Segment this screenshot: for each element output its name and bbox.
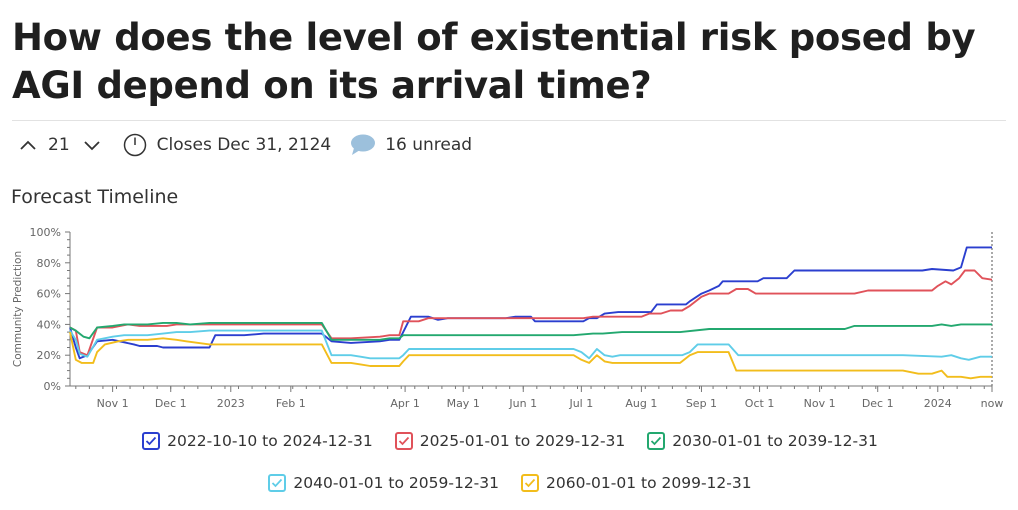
- legend-item-3[interactable]: 2030-01-01 to 2039-12-31: [647, 428, 878, 454]
- legend-checkbox-icon[interactable]: [647, 432, 666, 450]
- legend-label: 2022-10-10 to 2024-12-31: [167, 432, 373, 450]
- x-tick-label: Nov 1: [97, 397, 129, 410]
- x-tick-label: Feb 1: [276, 397, 306, 410]
- y-tick-label: 80%: [37, 257, 61, 270]
- question-meta-row: 21 Closes Dec 31, 2124 16 unread: [16, 128, 472, 162]
- x-tick-label: 2024: [924, 397, 952, 410]
- x-tick-label: Oct 1: [745, 397, 775, 410]
- legend-checkbox-icon[interactable]: [521, 474, 539, 492]
- divider: [12, 120, 1006, 121]
- y-tick-label: 0%: [44, 380, 61, 393]
- x-tick-label: Aug 1: [625, 397, 657, 410]
- legend-checkbox-icon[interactable]: [268, 474, 287, 492]
- comments-count: 16 unread: [385, 135, 473, 155]
- x-tick-label: Dec 1: [155, 397, 187, 410]
- x-tick-label: Apr 1: [390, 397, 420, 410]
- comments-link[interactable]: 16 unread: [349, 133, 472, 157]
- vote-count: 21: [48, 135, 70, 155]
- forecast-timeline-heading: Forecast Timeline: [11, 186, 179, 208]
- legend-label: 2030-01-01 to 2039-12-31: [672, 432, 878, 450]
- legend-item-1[interactable]: 2022-10-10 to 2024-12-31: [142, 428, 373, 454]
- legend-label: 2025-01-01 to 2029-12-31: [419, 432, 626, 450]
- series-line-2[interactable]: [69, 269, 993, 357]
- close-date: Closes Dec 31, 2124: [122, 132, 332, 158]
- legend-item-4[interactable]: 2040-01-01 to 2059-12-31: [268, 470, 499, 496]
- y-tick-label: 20%: [37, 349, 61, 362]
- y-tick-label: 60%: [37, 288, 61, 301]
- x-tick-label: Jul 1: [568, 397, 593, 410]
- y-tick-label: 100%: [30, 226, 61, 239]
- x-tick-label: Dec 1: [862, 397, 894, 410]
- y-axis-title: Community Prediction: [12, 251, 24, 367]
- series-line-3[interactable]: [69, 321, 992, 341]
- chart-legend: 2022-10-10 to 2024-12-31 2025-01-01 to 20…: [30, 428, 990, 496]
- series-line-1[interactable]: [69, 246, 992, 360]
- legend-checkbox-icon[interactable]: [394, 432, 413, 450]
- close-date-text: Closes Dec 31, 2124: [156, 135, 332, 155]
- legend-checkbox-icon[interactable]: [142, 432, 161, 450]
- y-tick-label: 40%: [37, 318, 61, 331]
- downvote-chevron-down-icon[interactable]: [80, 133, 104, 157]
- x-tick-label: Nov 1: [804, 397, 836, 410]
- series-line-4[interactable]: [69, 329, 992, 361]
- x-tick-label: Jun 1: [508, 397, 537, 410]
- clock-icon: [122, 132, 157, 158]
- legend-label: 2060-01-01 to 2099-12-31: [546, 474, 752, 492]
- x-tick-label: Sep 1: [686, 397, 717, 410]
- series-line-5[interactable]: [69, 331, 992, 380]
- legend-item-5[interactable]: 2060-01-01 to 2099-12-31: [521, 470, 752, 496]
- x-tick-label: May 1: [447, 397, 480, 410]
- x-tick-label: now: [981, 397, 1004, 410]
- x-tick-label: 2023: [217, 397, 245, 410]
- legend-label: 2040-01-01 to 2059-12-31: [293, 474, 499, 492]
- forecast-timeline-chart[interactable]: 0% 20% 40% 60% 80% 100% Community Prediction No…: [0, 218, 1018, 418]
- comment-bubble-icon: [349, 133, 385, 157]
- page-title: How does the level of existential risk p…: [12, 16, 976, 107]
- legend-item-2[interactable]: 2025-01-01 to 2029-12-31: [394, 428, 626, 454]
- upvote-chevron-up-icon[interactable]: [16, 133, 40, 157]
